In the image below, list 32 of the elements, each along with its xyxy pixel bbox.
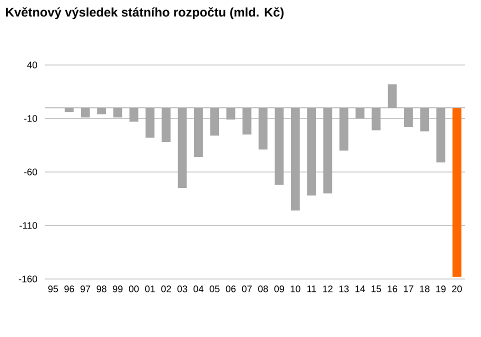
x-tick-label: 06 — [226, 286, 236, 292]
x-tick-label: 17 — [404, 286, 414, 292]
x-tick-label: 19 — [436, 286, 446, 292]
y-tick-label: -60 — [24, 168, 38, 176]
x-tick-label: 01 — [145, 286, 155, 292]
x-tick-label: 10 — [290, 286, 300, 292]
x-tick-label: 07 — [242, 286, 252, 292]
x-tick-label: 99 — [112, 286, 123, 292]
x-tick-label: 13 — [339, 286, 349, 292]
x-tick-label: 08 — [258, 286, 268, 292]
x-tick-label: 14 — [355, 286, 366, 292]
x-tick-label: 20 — [452, 286, 462, 292]
x-tick-label: 18 — [420, 286, 430, 292]
x-tick-label: 00 — [128, 286, 139, 292]
y-tick-label: -160 — [18, 276, 38, 282]
x-tick-label: 03 — [177, 286, 188, 292]
x-tick-label: 05 — [210, 286, 220, 292]
x-tick-label: 96 — [64, 286, 74, 292]
y-tick-label: -10 — [24, 115, 38, 122]
x-tick-label: 04 — [194, 286, 204, 292]
x-tick-label: 11 — [307, 286, 316, 292]
x-tick-label: 98 — [96, 286, 106, 292]
x-tick-label: 02 — [161, 286, 171, 292]
x-tick-label: 95 — [48, 286, 58, 292]
y-tick-label: -110 — [20, 222, 38, 229]
y-tick-label: 40 — [27, 62, 38, 68]
x-tick-label: 12 — [323, 286, 333, 292]
chart-title: Květnový výsledek státního rozpočtu (mld. Kč) — [6, 7, 284, 20]
x-tick-label: 15 — [372, 286, 382, 292]
x-tick-label: 97 — [80, 286, 90, 292]
x-tick-label: 16 — [388, 286, 398, 292]
x-tick-label: 09 — [274, 286, 284, 292]
